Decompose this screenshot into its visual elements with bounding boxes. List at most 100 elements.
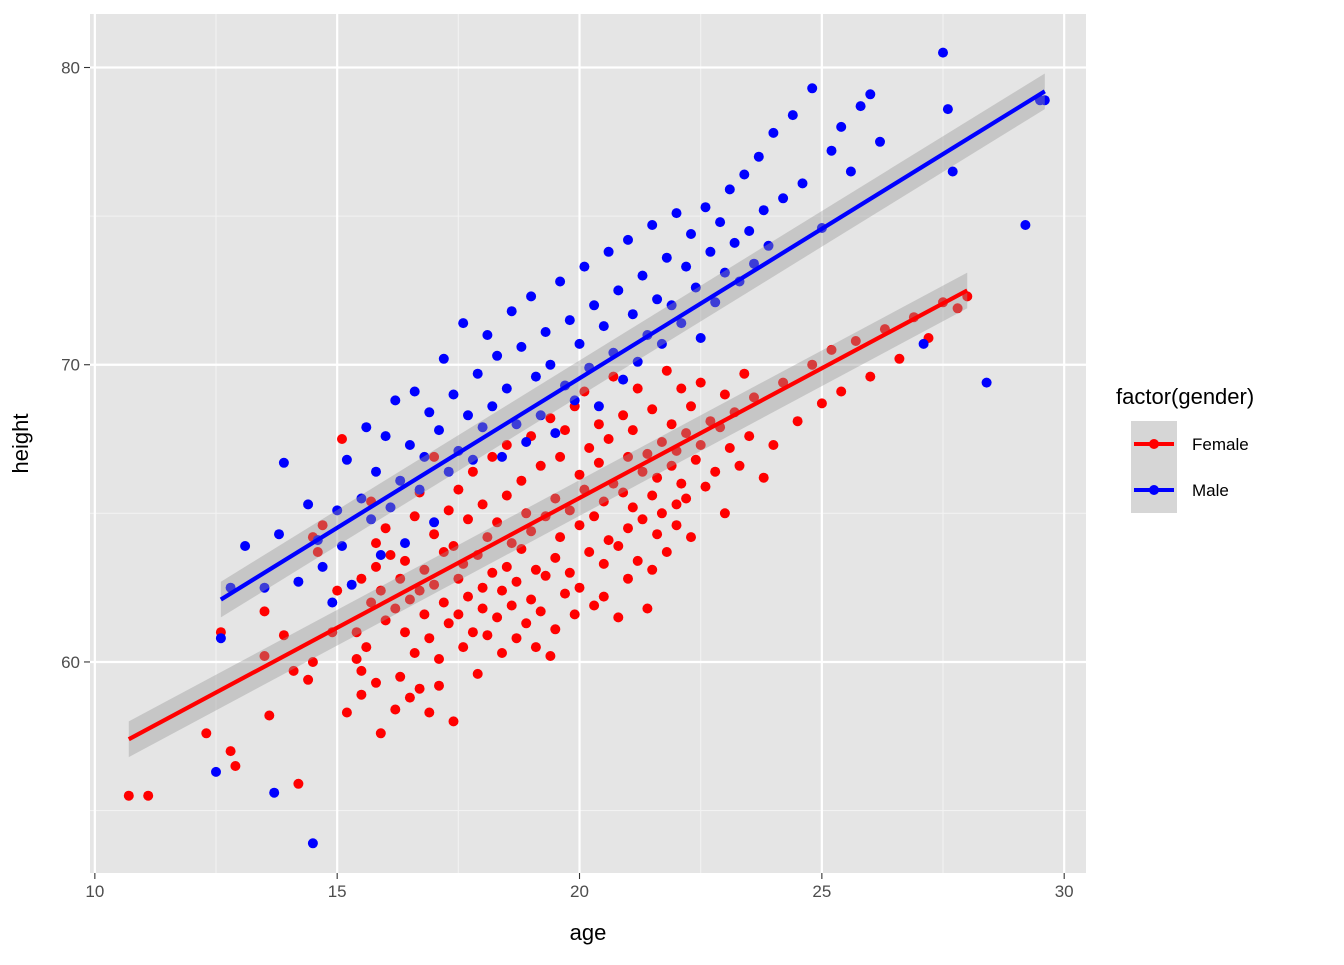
point-female bbox=[501, 490, 512, 501]
point-male bbox=[1039, 95, 1050, 106]
y-tick-label: 70 bbox=[61, 356, 80, 375]
point-male bbox=[438, 353, 449, 364]
point-female bbox=[487, 451, 498, 462]
point-female bbox=[395, 573, 406, 584]
point-female bbox=[952, 303, 963, 314]
point-male bbox=[579, 261, 590, 272]
point-female bbox=[492, 612, 503, 623]
point-male bbox=[414, 484, 425, 495]
point-male bbox=[686, 229, 696, 239]
point-male bbox=[981, 377, 992, 388]
x-tick-label: 25 bbox=[812, 882, 831, 901]
point-male bbox=[487, 401, 498, 412]
point-male bbox=[506, 306, 517, 317]
point-female bbox=[501, 440, 512, 450]
point-female bbox=[593, 419, 604, 430]
point-male bbox=[530, 371, 541, 382]
point-female bbox=[618, 410, 629, 421]
point-male bbox=[240, 541, 251, 551]
point-female bbox=[351, 654, 362, 664]
point-female bbox=[656, 508, 667, 519]
point-female bbox=[661, 547, 672, 557]
point-female bbox=[778, 377, 789, 388]
point-female bbox=[458, 642, 469, 653]
point-male bbox=[540, 327, 551, 337]
point-female bbox=[613, 612, 624, 623]
point-female bbox=[332, 585, 343, 596]
point-male bbox=[274, 529, 284, 540]
point-female bbox=[409, 511, 420, 522]
point-female bbox=[516, 475, 527, 486]
legend-item-female: Female bbox=[1131, 421, 1249, 467]
point-male bbox=[346, 579, 357, 590]
legend-dot-male bbox=[1149, 485, 1159, 495]
point-male bbox=[482, 330, 493, 340]
point-female bbox=[724, 443, 735, 453]
point-female bbox=[560, 588, 570, 599]
point-female bbox=[501, 561, 512, 572]
point-male bbox=[448, 389, 459, 400]
point-female bbox=[487, 567, 498, 578]
point-female bbox=[526, 594, 537, 605]
data-points bbox=[123, 47, 1050, 849]
point-female bbox=[627, 425, 638, 436]
point-male bbox=[516, 341, 527, 352]
point-male bbox=[366, 514, 377, 525]
point-male bbox=[332, 505, 343, 516]
point-female bbox=[550, 493, 561, 504]
point-male bbox=[753, 151, 764, 162]
x-tick-label: 15 bbox=[328, 882, 347, 901]
point-female bbox=[371, 677, 381, 688]
point-female bbox=[366, 597, 377, 608]
point-male bbox=[307, 838, 318, 849]
point-female bbox=[850, 336, 861, 346]
legend-label-male: Male bbox=[1192, 481, 1229, 500]
point-female bbox=[497, 585, 507, 596]
point-female bbox=[429, 579, 440, 590]
point-female bbox=[526, 526, 537, 537]
point-female bbox=[661, 365, 672, 376]
point-female bbox=[681, 493, 692, 504]
point-female bbox=[758, 472, 769, 483]
point-male bbox=[729, 237, 740, 248]
point-male bbox=[404, 440, 415, 450]
fit-line-male bbox=[219, 89, 1046, 602]
point-female bbox=[477, 582, 488, 593]
y-axis-ticks: 60 70 80 bbox=[61, 59, 90, 672]
point-male bbox=[618, 374, 629, 385]
point-female bbox=[448, 541, 459, 551]
point-female bbox=[676, 383, 687, 394]
point-female bbox=[686, 532, 696, 543]
point-male bbox=[787, 110, 798, 121]
point-female bbox=[404, 692, 415, 703]
point-female bbox=[530, 564, 541, 575]
point-female bbox=[700, 481, 711, 492]
point-male bbox=[550, 428, 561, 439]
point-female bbox=[463, 514, 473, 525]
point-female bbox=[424, 707, 435, 718]
point-male bbox=[613, 285, 624, 296]
legend-item-male: Male bbox=[1131, 467, 1229, 513]
point-female bbox=[380, 615, 391, 626]
point-male bbox=[695, 333, 706, 343]
point-male bbox=[918, 338, 929, 349]
point-female bbox=[652, 529, 663, 540]
point-male bbox=[293, 576, 304, 587]
point-female bbox=[356, 665, 367, 676]
point-female bbox=[749, 392, 759, 403]
point-female bbox=[598, 558, 609, 569]
x-axis-title: age bbox=[570, 920, 607, 945]
point-female bbox=[293, 778, 304, 789]
point-female bbox=[317, 520, 328, 531]
point-female bbox=[419, 609, 430, 620]
point-female bbox=[259, 606, 270, 617]
point-female bbox=[414, 683, 425, 694]
point-male bbox=[317, 561, 328, 572]
point-male bbox=[574, 338, 585, 349]
point-female bbox=[632, 555, 643, 566]
point-female bbox=[647, 564, 658, 575]
point-female bbox=[613, 541, 624, 551]
point-female bbox=[521, 618, 532, 629]
point-female bbox=[225, 746, 236, 757]
point-male bbox=[719, 267, 730, 278]
